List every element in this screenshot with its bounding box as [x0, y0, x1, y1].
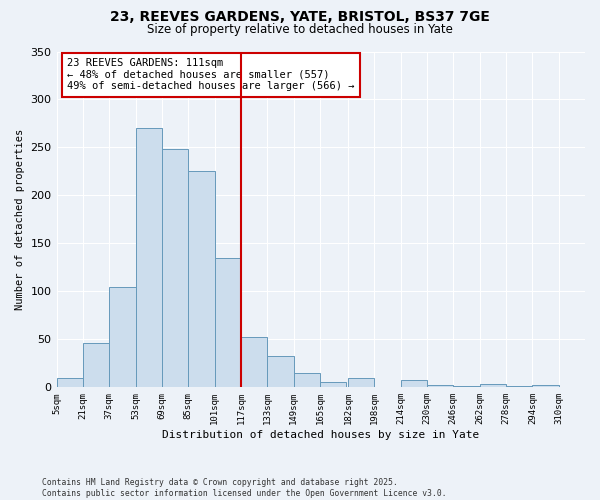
Bar — [506, 386, 532, 388]
Text: 23 REEVES GARDENS: 111sqm
← 48% of detached houses are smaller (557)
49% of semi: 23 REEVES GARDENS: 111sqm ← 48% of detac… — [67, 58, 355, 92]
Bar — [162, 150, 188, 388]
Y-axis label: Number of detached properties: Number of detached properties — [15, 129, 25, 310]
Text: Size of property relative to detached houses in Yate: Size of property relative to detached ho… — [147, 22, 453, 36]
Bar — [293, 373, 320, 388]
Bar — [453, 386, 479, 388]
X-axis label: Distribution of detached houses by size in Yate: Distribution of detached houses by size … — [162, 430, 479, 440]
Text: 23, REEVES GARDENS, YATE, BRISTOL, BS37 7GE: 23, REEVES GARDENS, YATE, BRISTOL, BS37 … — [110, 10, 490, 24]
Bar — [401, 380, 427, 388]
Bar — [241, 338, 267, 388]
Bar — [267, 356, 293, 388]
Bar — [109, 286, 136, 388]
Bar — [585, 386, 600, 388]
Bar — [532, 386, 559, 388]
Bar — [427, 386, 453, 388]
Bar — [83, 343, 109, 388]
Bar — [188, 172, 215, 388]
Bar — [215, 258, 241, 388]
Bar — [136, 128, 162, 388]
Bar — [320, 382, 346, 388]
Text: Contains HM Land Registry data © Crown copyright and database right 2025.
Contai: Contains HM Land Registry data © Crown c… — [42, 478, 446, 498]
Bar — [56, 378, 83, 388]
Bar — [348, 378, 374, 388]
Bar — [479, 384, 506, 388]
